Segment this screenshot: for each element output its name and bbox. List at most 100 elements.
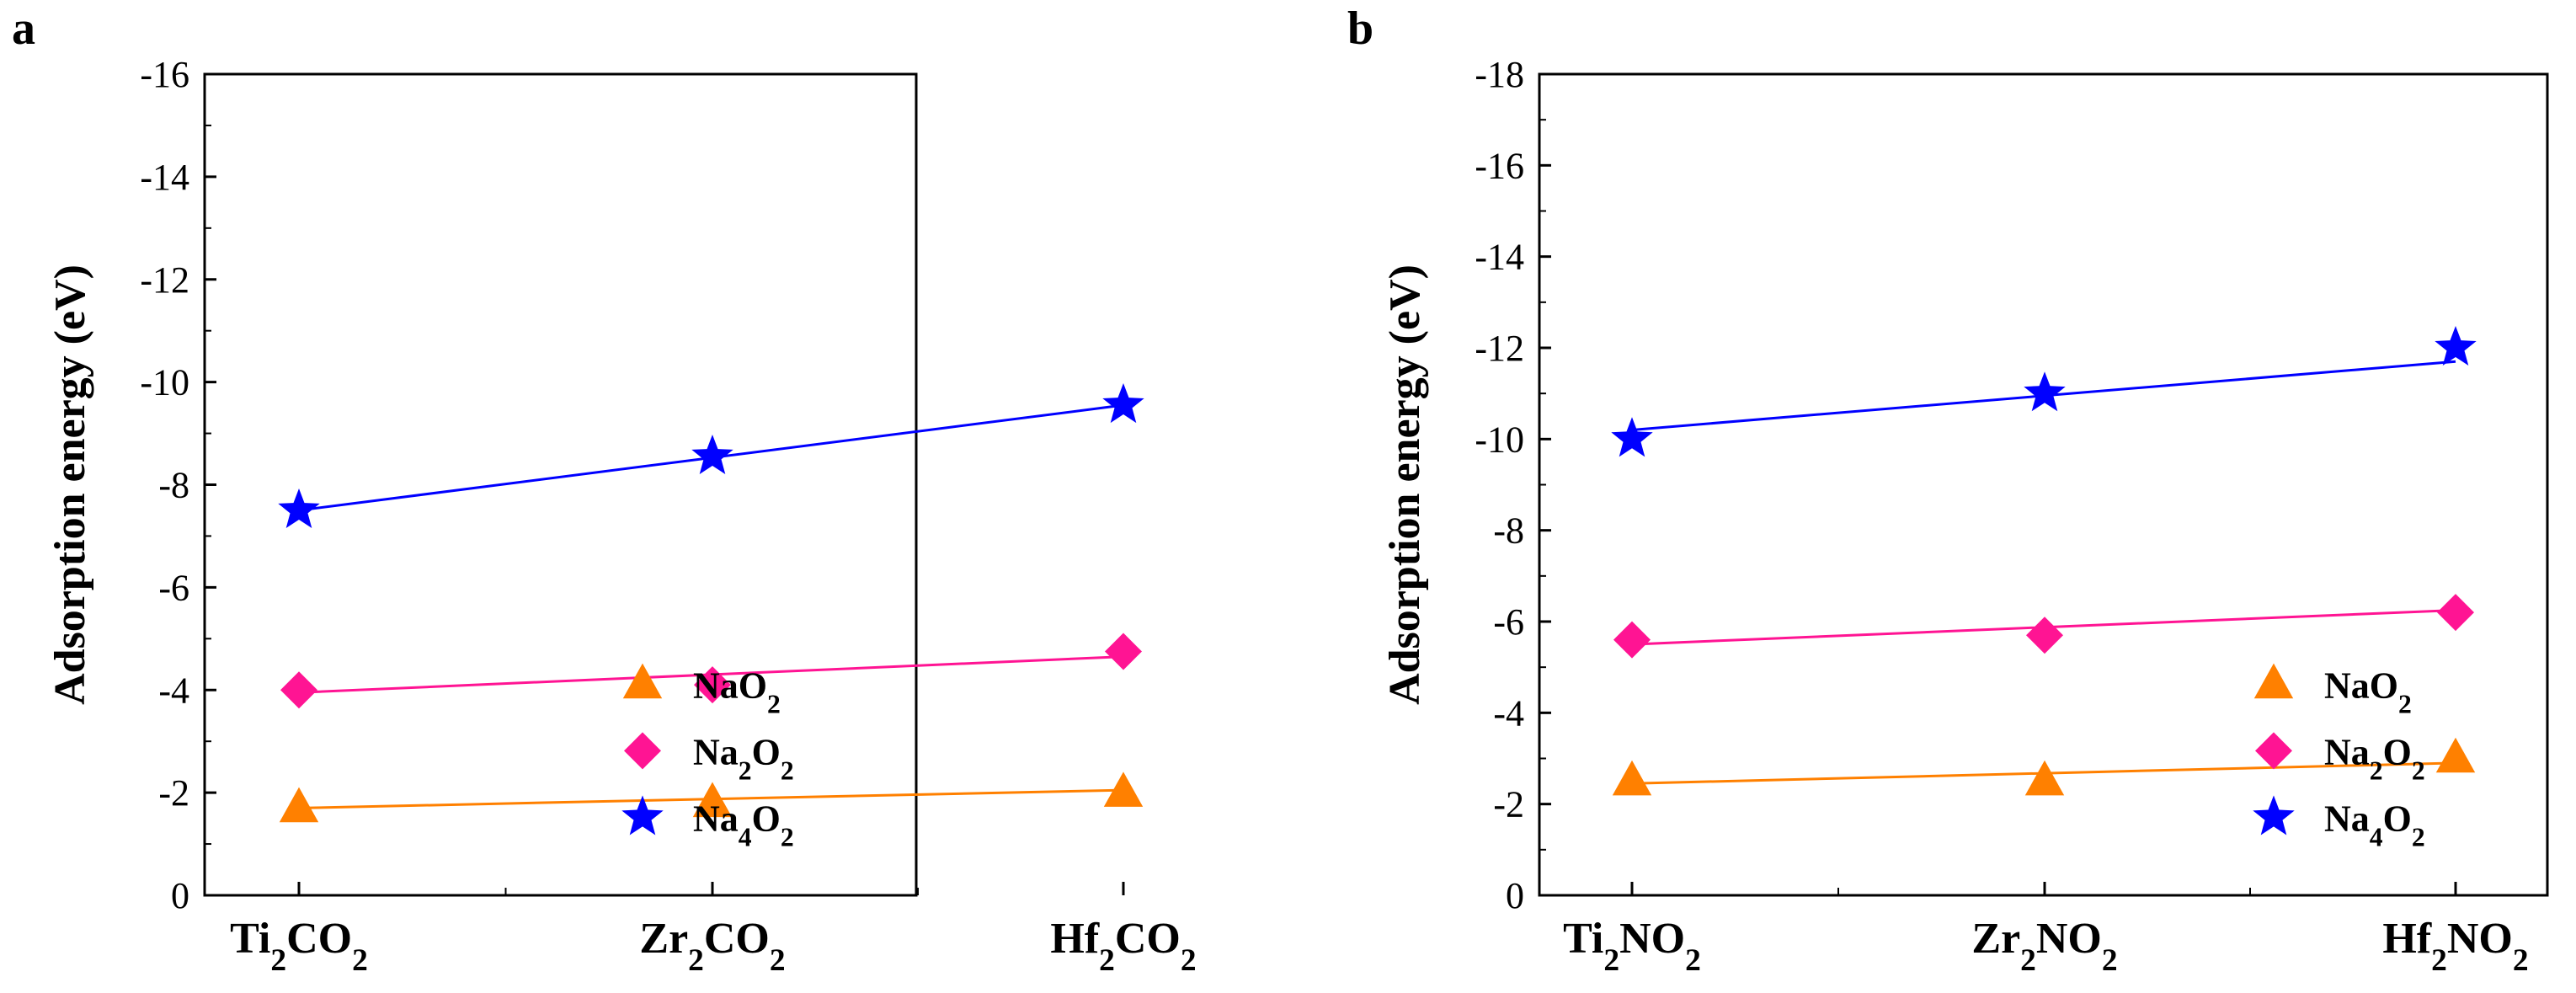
text-part: NO bbox=[2447, 915, 2513, 963]
text-part: Na bbox=[2324, 731, 2370, 772]
subscript: 2 bbox=[1603, 943, 1619, 978]
x-category-label: Hf2CO2 bbox=[1050, 915, 1196, 978]
subscript: 2 bbox=[2398, 689, 2412, 718]
y-tick-label: -14 bbox=[1475, 237, 1524, 278]
text-part: CO bbox=[286, 915, 352, 963]
y-tick-label: -4 bbox=[1493, 692, 1524, 734]
subscript: 2 bbox=[1685, 943, 1701, 978]
legend-marker-Na2O2 bbox=[624, 732, 661, 770]
y-tick-label: -4 bbox=[158, 670, 189, 711]
subscript: 2 bbox=[1099, 943, 1115, 978]
text-part: Hf bbox=[2382, 915, 2431, 963]
text-part: Zr bbox=[1971, 915, 2020, 963]
y-tick-label: -10 bbox=[140, 362, 189, 403]
data-point-Na4O2 bbox=[278, 488, 320, 528]
x-category-label: Zr2NO2 bbox=[1971, 915, 2117, 978]
data-point-Na2O2 bbox=[694, 666, 731, 704]
text-part: Na bbox=[2324, 798, 2370, 839]
y-tick-label: 0 bbox=[171, 875, 189, 916]
text-part: Hf bbox=[1050, 915, 1099, 963]
y-tick-label: -14 bbox=[140, 157, 189, 198]
legend-marker-NaO2 bbox=[2253, 663, 2294, 699]
subscript: 2 bbox=[2370, 755, 2383, 785]
subscript: 2 bbox=[770, 943, 786, 978]
y-tick-label: -18 bbox=[1475, 54, 1524, 95]
data-point-Na2O2 bbox=[1105, 633, 1142, 670]
y-tick-label: -12 bbox=[1475, 328, 1524, 369]
subscript: 4 bbox=[2370, 822, 2383, 852]
legend-label-Na4O2: Na4O2 bbox=[2324, 798, 2425, 852]
y-tick-label: -16 bbox=[140, 54, 189, 95]
x-category-label: Ti2CO2 bbox=[230, 915, 368, 978]
data-point-Na4O2 bbox=[2435, 326, 2477, 366]
subscript: 2 bbox=[352, 943, 368, 978]
data-point-Na4O2 bbox=[1102, 383, 1144, 424]
subscript: 2 bbox=[2513, 943, 2529, 978]
x-category-label: Hf2NO2 bbox=[2382, 915, 2528, 978]
subscript: 2 bbox=[2020, 943, 2036, 978]
text-part: Na bbox=[693, 731, 739, 772]
data-point-Na2O2 bbox=[2437, 594, 2474, 632]
data-point-NaO2 bbox=[1612, 760, 1652, 796]
text-part: O bbox=[752, 798, 781, 839]
y-tick-label: -2 bbox=[158, 772, 189, 814]
x-category-label: Ti2NO2 bbox=[1563, 915, 1701, 978]
subscript: 2 bbox=[270, 943, 286, 978]
data-point-NaO2 bbox=[279, 787, 319, 823]
text-part: Ti bbox=[230, 915, 270, 963]
subscript: 4 bbox=[739, 822, 752, 852]
data-point-Na4O2 bbox=[691, 435, 733, 474]
legend-label-Na2O2: Na2O2 bbox=[693, 731, 794, 785]
legend-label-NaO2: NaO2 bbox=[2324, 665, 2412, 718]
text-part: O bbox=[2383, 798, 2412, 839]
legend-label-NaO2: NaO2 bbox=[693, 665, 781, 718]
x-category-label: Zr2CO2 bbox=[639, 915, 785, 978]
y-tick-label: -16 bbox=[1475, 145, 1524, 186]
y-tick-label: -12 bbox=[140, 259, 189, 301]
text-part: CO bbox=[1115, 915, 1181, 963]
text-part: Na bbox=[693, 798, 739, 839]
subscript: 2 bbox=[781, 755, 794, 785]
data-point-Na2O2 bbox=[1613, 621, 1651, 659]
y-axis-title: Adsorption energy (eV) bbox=[1381, 264, 1429, 705]
text-part: O bbox=[752, 731, 781, 772]
y-tick-label: -8 bbox=[158, 465, 189, 506]
y-tick-label: -8 bbox=[1493, 510, 1524, 552]
legend-label-Na4O2: Na4O2 bbox=[693, 798, 794, 852]
data-point-NaO2 bbox=[692, 782, 733, 818]
data-point-Na2O2 bbox=[280, 671, 317, 709]
y-tick-label: -2 bbox=[1493, 784, 1524, 825]
data-point-Na2O2 bbox=[2026, 617, 2063, 654]
data-point-NaO2 bbox=[2435, 737, 2476, 773]
data-point-Na4O2 bbox=[1611, 417, 1653, 457]
y-tick-label: -6 bbox=[1493, 601, 1524, 643]
panel-label: b bbox=[1347, 3, 1373, 55]
subscript: 2 bbox=[2431, 943, 2447, 978]
legend-marker-Na4O2 bbox=[621, 795, 664, 836]
y-tick-label: 0 bbox=[1506, 875, 1524, 916]
text-part: NO bbox=[2036, 915, 2102, 963]
text-part: NO bbox=[1619, 915, 1685, 963]
subscript: 2 bbox=[2102, 943, 2118, 978]
panel-label: a bbox=[12, 3, 35, 55]
y-tick-label: -10 bbox=[1475, 419, 1524, 460]
y-tick-label: -6 bbox=[158, 567, 189, 608]
text-part: CO bbox=[704, 915, 770, 963]
text-part: NaO bbox=[2324, 665, 2398, 706]
subscript: 2 bbox=[1181, 943, 1197, 978]
text-part: Ti bbox=[1563, 915, 1603, 963]
legend-marker-NaO2 bbox=[622, 663, 663, 699]
legend-label-Na2O2: Na2O2 bbox=[2324, 731, 2425, 785]
subscript: 2 bbox=[688, 943, 704, 978]
subscript: 2 bbox=[781, 822, 794, 852]
legend-marker-Na4O2 bbox=[2253, 795, 2295, 836]
text-part: NaO bbox=[693, 665, 767, 706]
data-point-Na4O2 bbox=[2024, 371, 2066, 412]
subscript: 2 bbox=[767, 689, 781, 718]
y-axis-title: Adsorption energy (eV) bbox=[46, 264, 94, 705]
plot-frame bbox=[203, 72, 918, 897]
subscript: 2 bbox=[2412, 822, 2425, 852]
